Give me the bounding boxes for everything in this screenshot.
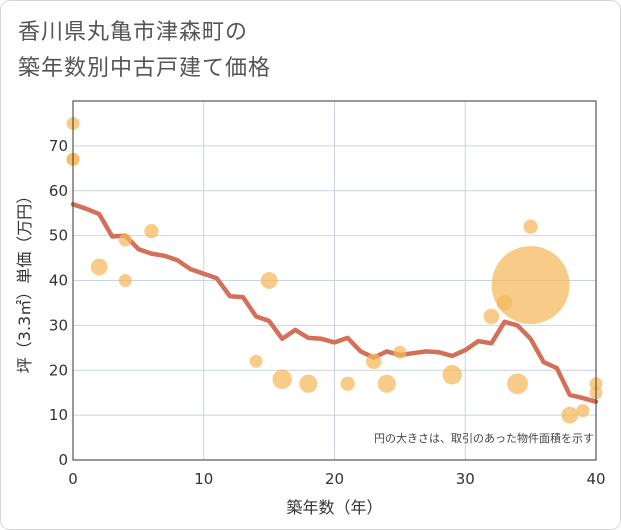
chart-title-line1: 香川県丸亀市津森町の	[18, 20, 249, 45]
data-point	[249, 354, 263, 368]
y-tick-label: 70	[49, 137, 68, 155]
plot-frame	[72, 100, 597, 461]
x-tick-label: 10	[194, 470, 213, 488]
x-tick-label: 40	[586, 470, 605, 488]
data-point	[118, 274, 132, 287]
data-point	[523, 219, 538, 234]
data-point	[393, 345, 407, 359]
data-point	[483, 308, 500, 325]
data-point	[260, 272, 278, 289]
data-point	[491, 245, 570, 324]
bubble-layer	[66, 116, 603, 424]
x-tick-label: 0	[68, 470, 78, 488]
data-point	[507, 373, 528, 395]
y-axis-label: 坪（3.3㎡）単価（万円）	[15, 188, 34, 373]
chart-title-line2: 築年数別中古戸建て価格	[18, 56, 272, 81]
data-point	[377, 374, 396, 393]
x-tick-label: 20	[325, 470, 344, 488]
data-point	[365, 353, 382, 370]
data-point	[272, 369, 292, 389]
data-point	[144, 223, 159, 239]
chart-title: 香川県丸亀市津森町の 築年数別中古戸建て価格	[18, 15, 271, 87]
y-tick-label: 30	[49, 316, 68, 334]
y-tick-label: 50	[49, 227, 68, 245]
data-point	[561, 406, 579, 424]
y-tick-label: 20	[49, 361, 68, 379]
x-tick-label: 30	[456, 470, 475, 488]
y-tick-label: 60	[49, 182, 68, 200]
trend-layer	[70, 201, 599, 404]
y-tick-label: 0	[58, 451, 68, 469]
y-tick-label: 40	[49, 272, 68, 290]
data-point	[442, 364, 462, 385]
size-note: 円の大きさは、取引のあった物件面積を示す	[374, 431, 594, 445]
x-axis-label: 築年数（年）	[286, 498, 382, 517]
data-point	[299, 374, 318, 393]
data-point	[576, 404, 590, 418]
x-tick-labels: 0 10 20 30 40	[68, 470, 605, 488]
trend-line	[70, 201, 599, 404]
data-point	[90, 258, 108, 276]
data-point	[340, 376, 355, 391]
y-tick-labels: 0 10 20 30 40 50 60 70	[49, 137, 68, 469]
data-point	[118, 233, 132, 247]
y-tick-label: 10	[49, 406, 68, 424]
